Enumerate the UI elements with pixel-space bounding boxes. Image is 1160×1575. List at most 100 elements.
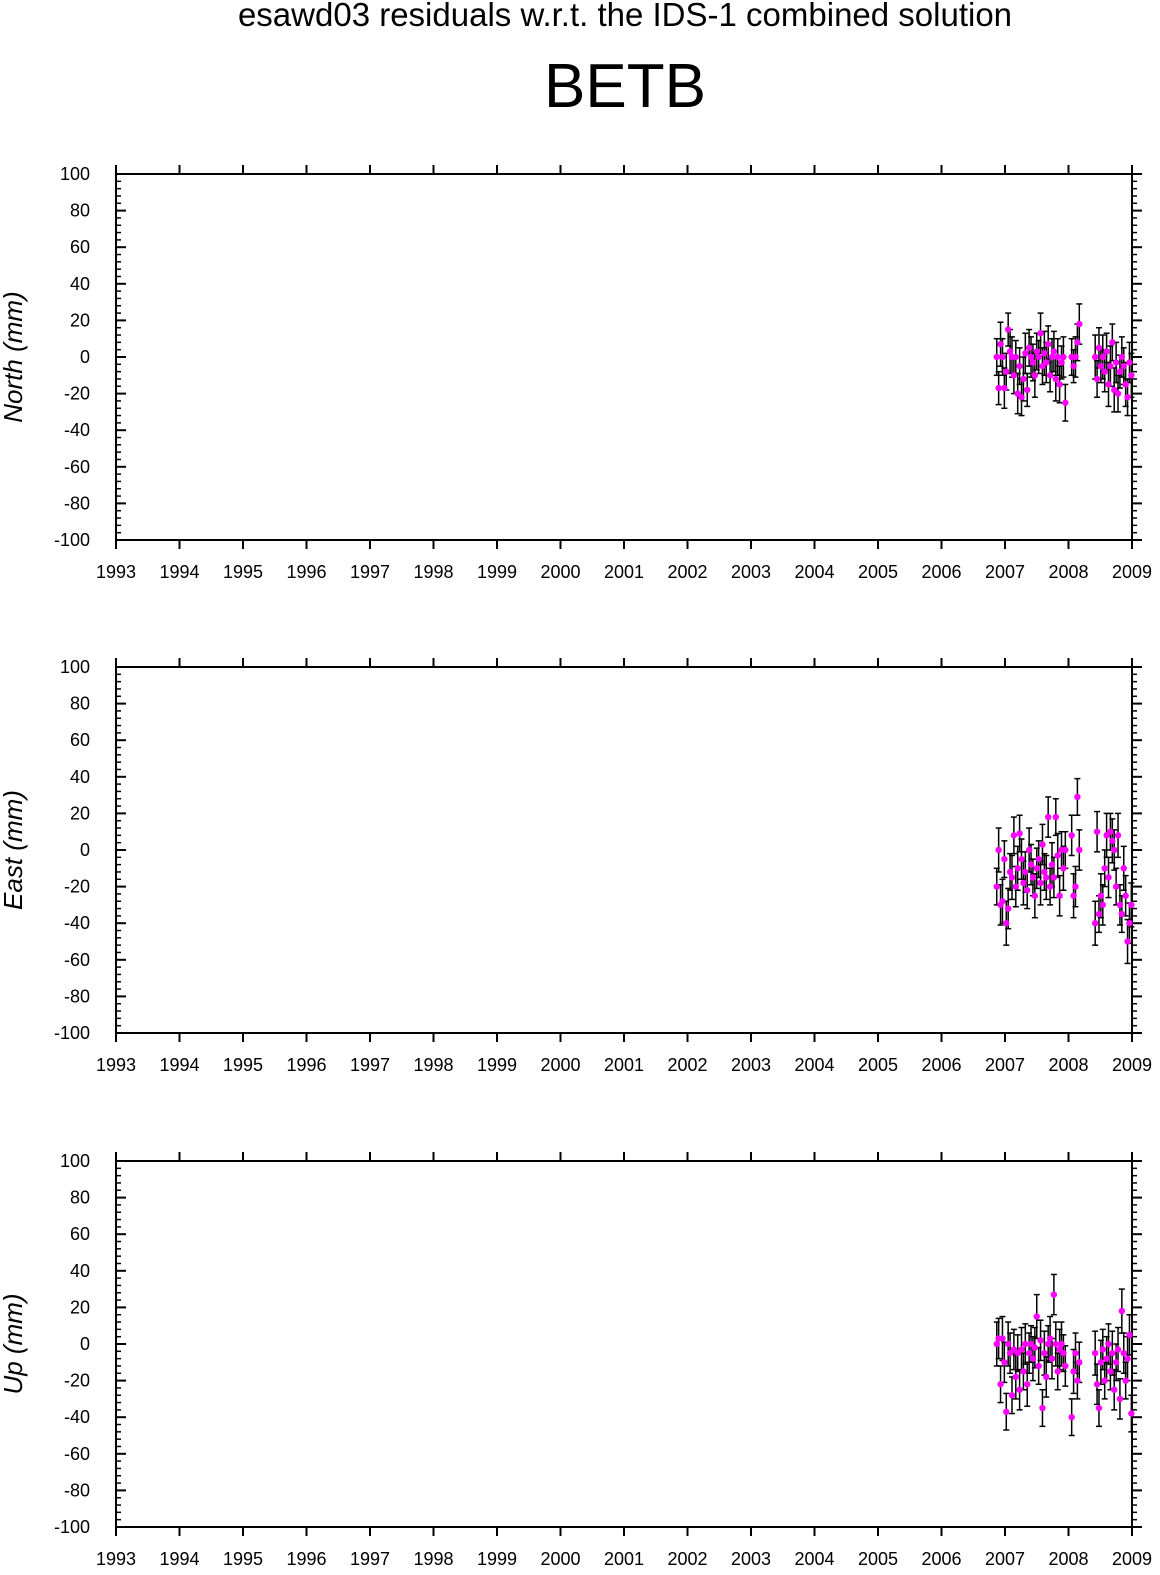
data-point: [1004, 326, 1012, 333]
x-tick-label: 1998: [413, 1549, 453, 1569]
x-tick-label: 2006: [921, 562, 961, 582]
data-point: [1050, 348, 1058, 355]
data-point: [1022, 868, 1029, 876]
x-tick-label: 2004: [794, 1549, 834, 1569]
data-point: [1062, 399, 1069, 406]
data-point: [1060, 1349, 1067, 1357]
y-tick-label: 0: [80, 347, 90, 367]
y-tick-label: -60: [64, 457, 90, 477]
data-point: [1016, 1386, 1023, 1393]
data-point: [1054, 1368, 1061, 1375]
data-point: [1001, 855, 1008, 863]
data-point: [1107, 362, 1114, 370]
data-point: [1101, 368, 1108, 375]
data-point: [1118, 910, 1126, 918]
data-point: [995, 384, 1002, 392]
x-tick-label: 2006: [921, 1549, 961, 1569]
data-point: [1035, 1362, 1042, 1370]
x-tick-label: 1997: [350, 562, 390, 582]
data-point: [1103, 348, 1110, 355]
data-point: [1124, 394, 1131, 401]
x-tick-label: 2007: [985, 1055, 1025, 1075]
data-point: [1008, 874, 1016, 881]
y-tick-label: 20: [70, 1297, 90, 1317]
data-point: [1025, 1349, 1033, 1357]
data-point: [999, 1335, 1006, 1342]
data-point: [997, 1381, 1004, 1388]
data-point: [1095, 1404, 1103, 1412]
data-point: [1016, 362, 1023, 370]
chart-title: BETB: [544, 52, 706, 121]
data-point: [997, 340, 1004, 348]
data-point: [1029, 359, 1037, 366]
data-point: [1093, 375, 1101, 383]
data-point: [1105, 381, 1112, 388]
data-point: [1048, 861, 1056, 868]
data-point: [1068, 832, 1075, 839]
x-tick-label: 2001: [604, 562, 644, 582]
x-tick-label: 2003: [731, 562, 771, 582]
data-point: [1003, 368, 1010, 375]
x-tick-label: 1994: [159, 1055, 199, 1075]
data-point: [1041, 1349, 1048, 1357]
y-tick-label: 80: [70, 1188, 90, 1208]
data-point: [1037, 1337, 1044, 1344]
x-tick-label: 2008: [1048, 1549, 1088, 1569]
data-point: [1111, 1386, 1118, 1393]
data-point: [1111, 846, 1118, 854]
x-tick-label: 2005: [858, 1055, 898, 1075]
data-point: [1043, 1373, 1050, 1381]
data-point: [1004, 1340, 1012, 1348]
data-point: [1122, 1377, 1129, 1384]
y-tick-label: -80: [64, 1480, 90, 1500]
x-tick-label: 2003: [731, 1055, 771, 1075]
data-point: [1118, 1307, 1126, 1315]
y-tick-label: 80: [70, 694, 90, 714]
y-axis-label: North (mm): [0, 291, 28, 422]
data-point: [1074, 1377, 1081, 1384]
data-point: [1128, 901, 1135, 909]
data-point: [1126, 920, 1133, 927]
x-tick-label: 2009: [1112, 1055, 1152, 1075]
data-point: [1033, 1313, 1040, 1320]
data-point: [1033, 348, 1040, 355]
y-tick-label: -100: [54, 1023, 90, 1043]
data-point: [1001, 1359, 1008, 1366]
data-point: [1068, 1414, 1075, 1421]
data-point: [1126, 1331, 1133, 1339]
data-point: [1116, 1395, 1124, 1403]
data-point: [1109, 837, 1116, 845]
data-point: [1031, 892, 1039, 899]
data-point: [1099, 901, 1106, 909]
y-tick-label: 100: [60, 1151, 90, 1171]
y-tick-label: -40: [64, 1407, 90, 1427]
data-point: [995, 846, 1002, 854]
data-point: [1031, 1344, 1039, 1351]
data-point: [1076, 320, 1083, 328]
data-point: [1010, 832, 1018, 839]
data-point: [1054, 353, 1061, 361]
x-tick-label: 1999: [477, 1549, 517, 1569]
data-point: [1056, 892, 1063, 899]
data-point: [1050, 1291, 1058, 1298]
data-point: [1014, 865, 1021, 872]
data-point: [1105, 874, 1112, 881]
y-tick-label: -20: [64, 1371, 90, 1391]
x-tick-label: 2003: [731, 1549, 771, 1569]
x-tick-label: 2000: [540, 1055, 580, 1075]
data-points: [993, 793, 1135, 945]
x-tick-label: 1993: [96, 1549, 136, 1569]
data-point: [1095, 910, 1103, 918]
x-tick-label: 2008: [1048, 1055, 1088, 1075]
x-tick-label: 2007: [985, 1549, 1025, 1569]
x-tick-label: 2004: [794, 562, 834, 582]
data-point: [1004, 905, 1012, 912]
data-point: [1025, 846, 1033, 854]
y-tick-label: 80: [70, 201, 90, 221]
data-point: [1114, 1346, 1122, 1353]
y-tick-label: -20: [64, 384, 90, 404]
data-point: [1054, 852, 1061, 859]
data-point: [1029, 874, 1037, 881]
data-point: [1091, 353, 1099, 361]
data-point: [1012, 353, 1019, 361]
